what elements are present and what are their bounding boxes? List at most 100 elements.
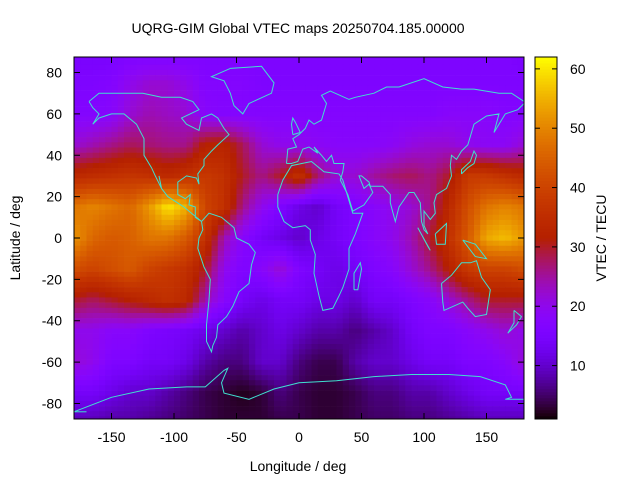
heatmap-cell xyxy=(467,297,475,303)
heatmap-cell xyxy=(174,64,181,71)
heatmap-cell xyxy=(161,318,169,324)
heatmap-cell xyxy=(155,261,162,267)
heatmap-cell xyxy=(480,338,487,345)
heatmap-cell xyxy=(380,369,387,376)
heatmap-cell xyxy=(292,400,300,407)
heatmap-cell xyxy=(505,302,512,309)
heatmap-cell xyxy=(374,199,381,205)
heatmap-cell xyxy=(405,163,412,169)
heatmap-cell xyxy=(217,219,225,226)
heatmap-cell xyxy=(424,163,431,169)
heatmap-cell xyxy=(92,250,100,257)
heatmap-cell xyxy=(80,369,87,376)
heatmap-cell xyxy=(130,142,137,148)
heatmap-cell xyxy=(255,323,262,329)
heatmap-cell xyxy=(130,111,137,117)
heatmap-cell xyxy=(430,225,437,231)
heatmap-cell xyxy=(380,214,387,221)
heatmap-cell xyxy=(255,147,262,153)
heatmap-cell xyxy=(205,261,212,267)
heatmap-cell xyxy=(311,323,319,329)
heatmap-cell xyxy=(111,69,119,76)
heatmap-cell xyxy=(280,250,287,257)
heatmap-cell xyxy=(511,90,519,97)
heatmap-cell xyxy=(505,194,512,200)
heatmap-cell xyxy=(386,245,394,252)
heatmap-cell xyxy=(324,375,331,381)
heatmap-cell xyxy=(111,323,119,329)
heatmap-cell xyxy=(355,100,362,107)
chart-title: UQRG-GIM Global VTEC maps 20250704.185.0… xyxy=(131,20,464,36)
heatmap-cell xyxy=(386,152,394,159)
heatmap-cell xyxy=(342,106,350,112)
heatmap-cell xyxy=(186,80,194,86)
heatmap-cell xyxy=(161,168,169,174)
heatmap-cell xyxy=(511,245,519,252)
heatmap-cell xyxy=(242,194,250,200)
heatmap-cell xyxy=(355,137,362,143)
heatmap-cell xyxy=(511,328,519,334)
heatmap-cell xyxy=(80,395,87,402)
heatmap-cell xyxy=(74,142,81,148)
heatmap-cell xyxy=(392,261,400,267)
heatmap-cell xyxy=(405,406,412,412)
heatmap-cell xyxy=(480,380,487,386)
heatmap-cell xyxy=(230,204,237,210)
heatmap-cell xyxy=(492,406,500,412)
heatmap-cell xyxy=(242,204,250,210)
heatmap-cell xyxy=(436,354,444,360)
heatmap-cell xyxy=(242,400,250,407)
heatmap-cell xyxy=(280,338,287,345)
heatmap-cell xyxy=(492,261,500,267)
heatmap-cell xyxy=(274,297,281,303)
heatmap-cell xyxy=(105,271,112,278)
heatmap-cell xyxy=(105,173,112,179)
heatmap-cell xyxy=(149,121,156,128)
heatmap-cell xyxy=(267,59,275,66)
heatmap-cell xyxy=(142,240,150,247)
heatmap-cell xyxy=(74,385,81,391)
heatmap-cell xyxy=(405,323,412,329)
heatmap-cell xyxy=(74,323,81,329)
heatmap-cell xyxy=(380,245,387,252)
heatmap-cell xyxy=(367,194,375,200)
heatmap-cell xyxy=(236,116,244,122)
heatmap-cell xyxy=(211,106,219,112)
heatmap-cell xyxy=(286,380,294,386)
heatmap-cell xyxy=(136,59,144,66)
heatmap-cell xyxy=(80,111,87,117)
heatmap-cell xyxy=(80,318,87,324)
heatmap-cell xyxy=(230,178,237,184)
heatmap-cell xyxy=(367,57,375,60)
heatmap-cell xyxy=(74,126,81,133)
heatmap-cell xyxy=(436,204,444,210)
heatmap-cell xyxy=(261,225,269,231)
heatmap-cell xyxy=(511,235,519,241)
heatmap-cell xyxy=(111,85,119,91)
heatmap-cell xyxy=(349,69,356,76)
heatmap-cell xyxy=(92,307,100,314)
heatmap-cell xyxy=(505,354,512,360)
heatmap-cell xyxy=(492,364,500,371)
heatmap-cell xyxy=(192,183,200,190)
heatmap-cell xyxy=(336,369,344,376)
heatmap-cell xyxy=(436,380,444,386)
heatmap-cell xyxy=(492,240,500,247)
heatmap-cell xyxy=(236,142,244,148)
heatmap-cell xyxy=(305,219,312,226)
heatmap-cell xyxy=(74,230,81,236)
heatmap-cell xyxy=(480,131,487,138)
heatmap-cell xyxy=(367,359,375,365)
heatmap-cell xyxy=(411,188,419,195)
heatmap-cell xyxy=(267,256,275,262)
heatmap-cell xyxy=(99,344,106,350)
heatmap-cell xyxy=(217,157,225,164)
heatmap-cell xyxy=(367,333,375,340)
heatmap-cell xyxy=(205,318,212,324)
heatmap-cell xyxy=(199,271,206,278)
heatmap-cell xyxy=(186,359,194,365)
heatmap-cell xyxy=(386,90,394,97)
heatmap-cell xyxy=(342,261,350,267)
heatmap-cell xyxy=(474,90,481,97)
heatmap-cell xyxy=(99,333,106,340)
